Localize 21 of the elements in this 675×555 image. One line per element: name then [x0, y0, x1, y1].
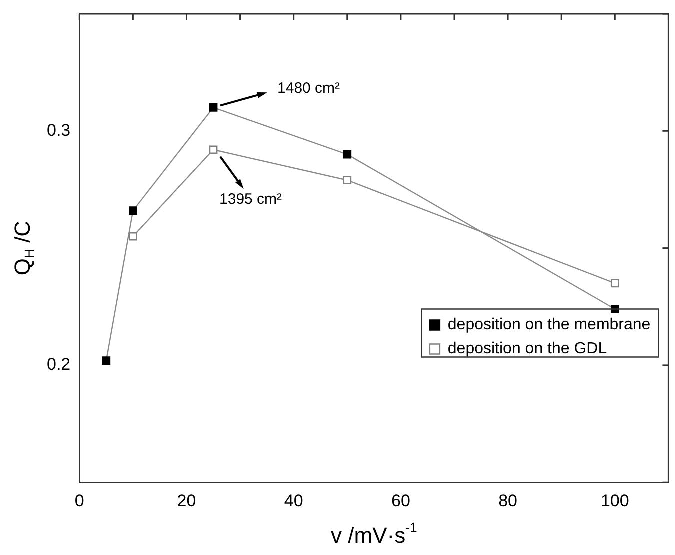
legend-label: deposition on the GDL [448, 340, 608, 358]
point [343, 150, 352, 159]
y-tick-label: 0.2 [46, 355, 71, 374]
x-tick-label: 80 [498, 491, 518, 510]
point [209, 104, 218, 112]
x-tick-label: 100 [600, 491, 630, 510]
annotation: 1480 cm² [278, 80, 340, 97]
point [129, 232, 138, 241]
annotation: 1395 cm² [220, 191, 282, 208]
x-tick-label: 20 [177, 491, 196, 510]
x-tick-label: 0 [74, 491, 84, 510]
point [610, 279, 620, 288]
point [129, 206, 138, 215]
y-tick-label: 0.3 [46, 120, 71, 140]
y-axis-title: QH /C [10, 220, 38, 276]
point [343, 176, 352, 185]
x-tick-label: 40 [284, 491, 304, 510]
x-tick-label: 60 [391, 491, 410, 510]
point [102, 356, 111, 365]
point [209, 146, 218, 154]
legend-label: deposition on the membrane [448, 316, 651, 334]
